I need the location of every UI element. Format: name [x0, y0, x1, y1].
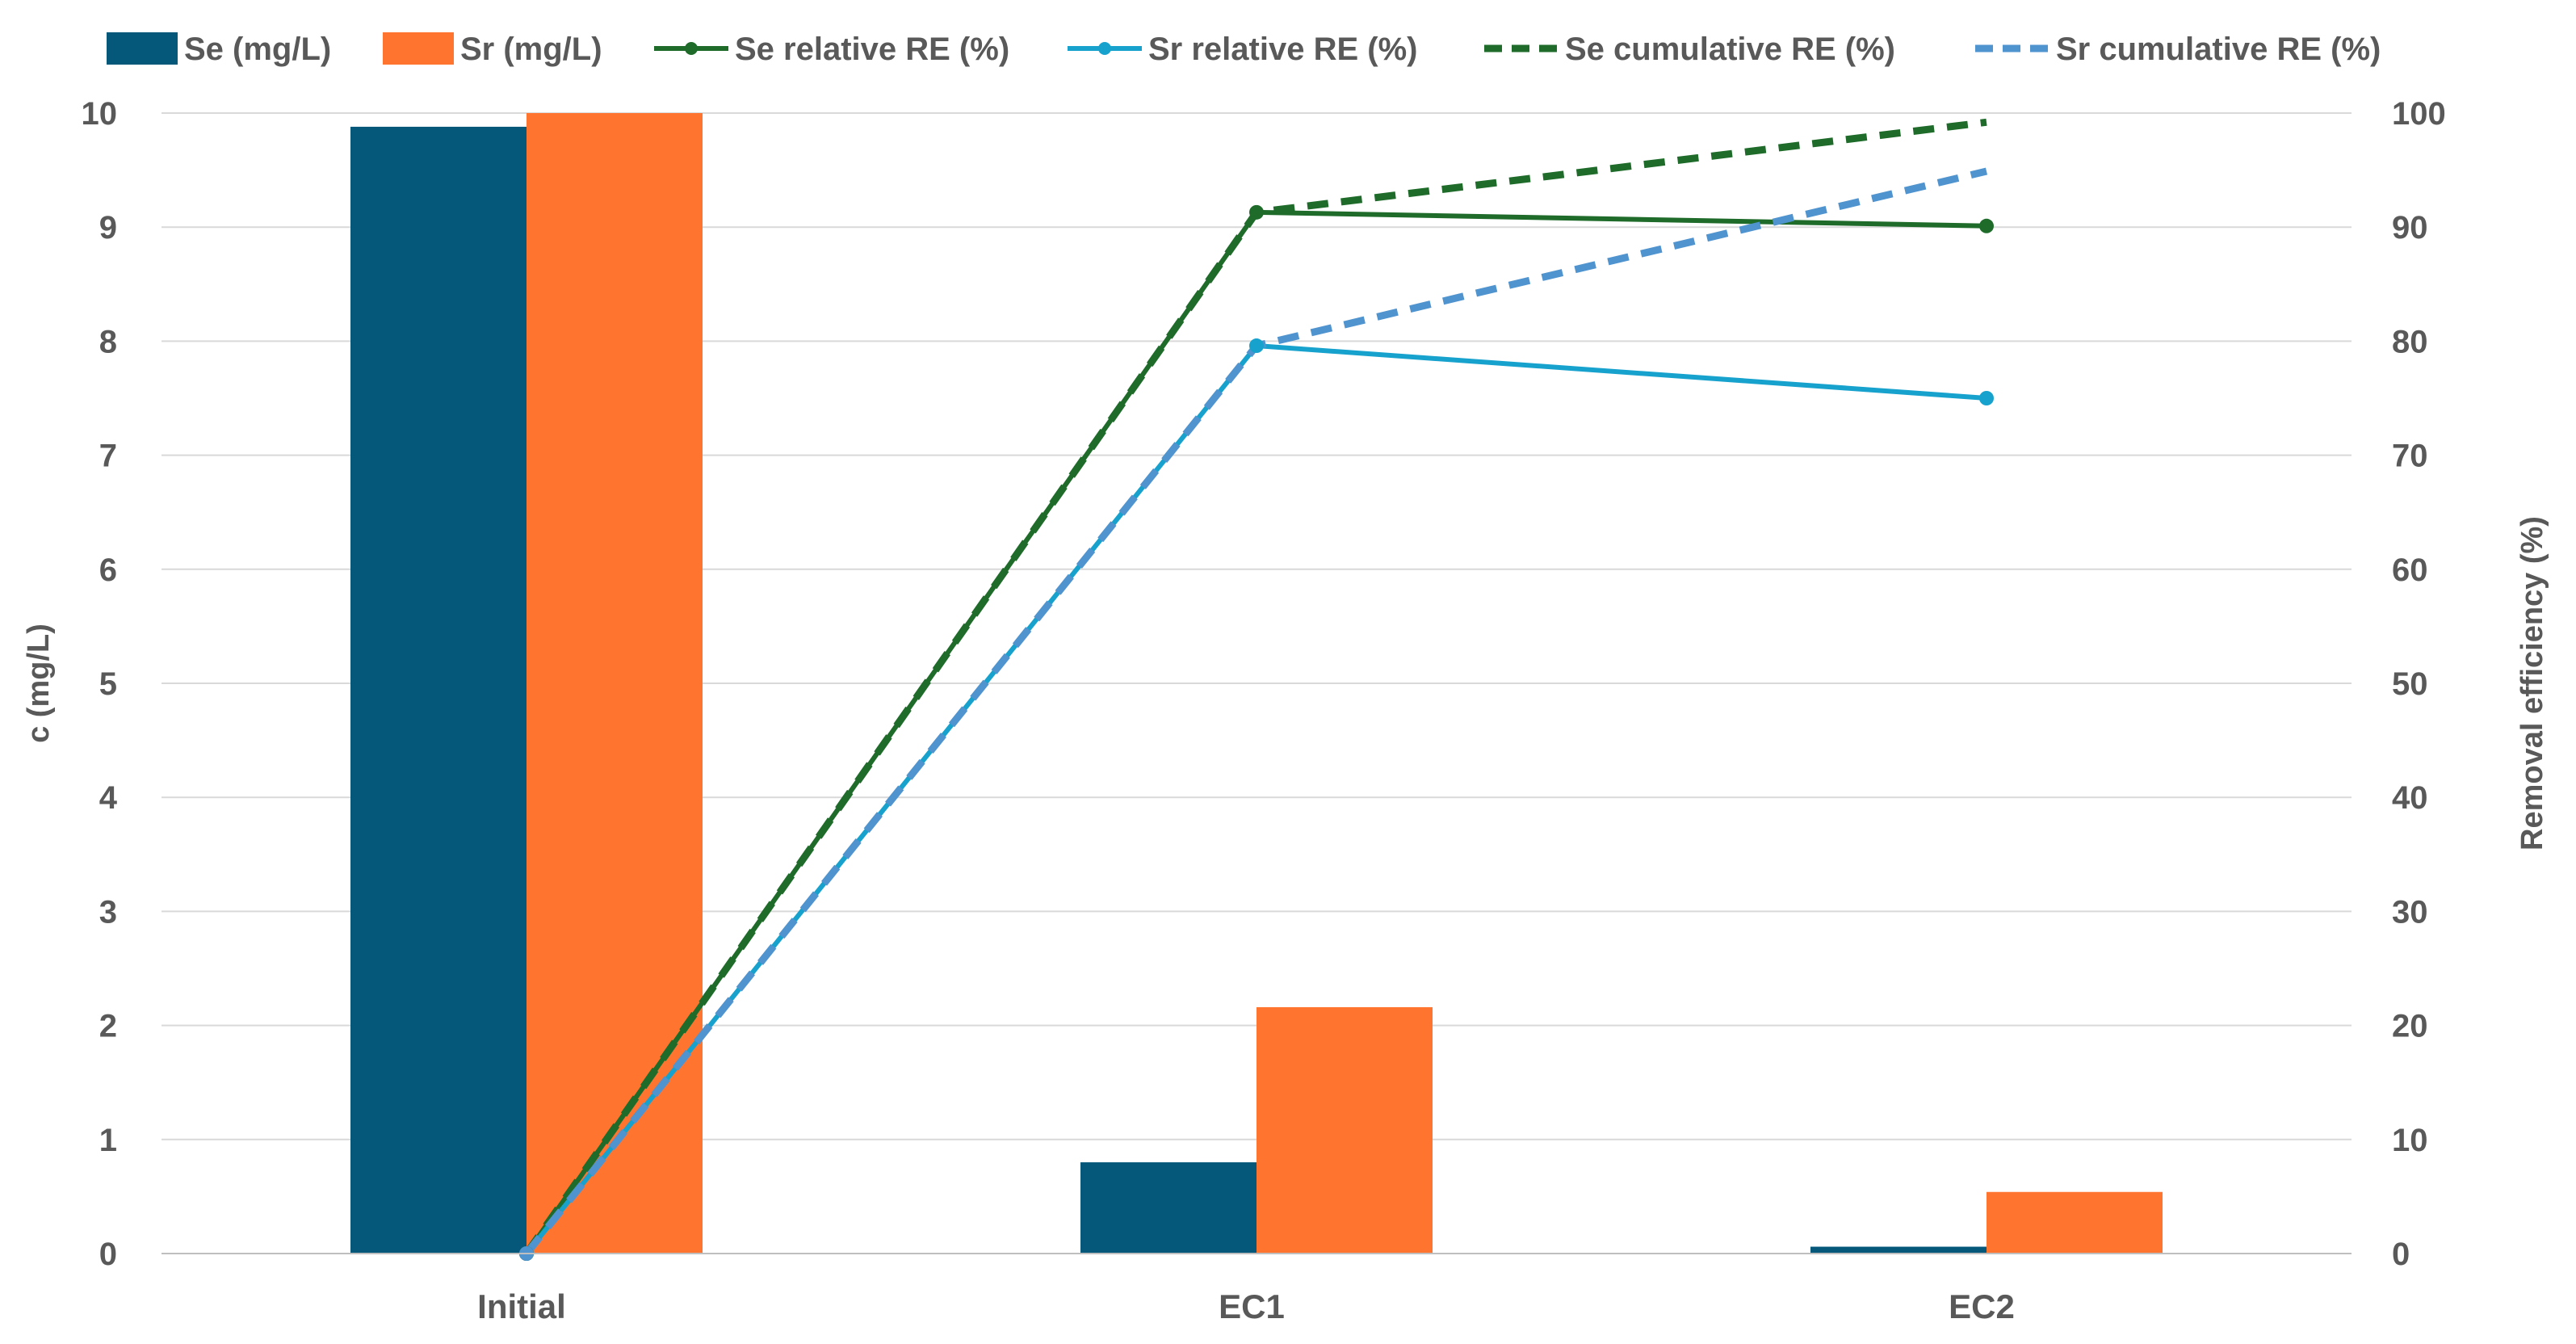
series-point — [1979, 218, 1994, 233]
y-tick-label: 10 — [82, 96, 118, 132]
bar-ec1-se — [1080, 1162, 1257, 1254]
y2-tick-label: 60 — [2392, 552, 2428, 588]
y-tick-label: 3 — [99, 894, 117, 930]
legend-swatch — [107, 32, 178, 65]
legend-label: Se cumulative RE (%) — [1565, 32, 1895, 67]
y-tick-label: 6 — [99, 552, 117, 588]
y-tick-label: 4 — [99, 780, 118, 816]
bars — [350, 113, 2163, 1254]
y-tick-label: 9 — [99, 210, 117, 246]
y2-tick-label: 50 — [2392, 666, 2428, 702]
y2-tick-label: 70 — [2392, 439, 2428, 474]
y-tick-label: 5 — [99, 666, 117, 702]
y2-tick-label: 20 — [2392, 1009, 2428, 1044]
legend-label: Se relative RE (%) — [735, 32, 1009, 67]
axes: 0123456789100102030405060708090100Initia… — [82, 96, 2446, 1325]
y-tick-label: 7 — [99, 439, 117, 474]
y2-tick-label: 90 — [2392, 210, 2428, 246]
y-tick-label: 2 — [99, 1009, 117, 1044]
series-point — [1979, 391, 1994, 405]
legend-label: Sr (mg/L) — [460, 32, 602, 67]
series-point — [1249, 338, 1264, 354]
x-tick-label: Initial — [477, 1287, 566, 1325]
y-tick-label: 1 — [99, 1123, 117, 1158]
legend-label: Se (mg/L) — [184, 32, 331, 67]
series-point — [1249, 204, 1264, 220]
bar-initial-se — [350, 126, 527, 1254]
y-tick-label: 0 — [99, 1237, 117, 1272]
bar-ec1-sr — [1257, 1007, 1433, 1254]
y2-tick-label: 80 — [2392, 324, 2428, 359]
y2-tick-label: 0 — [2392, 1237, 2410, 1272]
legend-swatch — [383, 32, 454, 65]
y2-tick-label: 40 — [2392, 780, 2428, 816]
bar-ec2-se — [1810, 1246, 1987, 1254]
y2-tick-label: 10 — [2392, 1123, 2428, 1158]
legend-label: Sr relative RE (%) — [1148, 32, 1417, 67]
bar-initial-sr — [527, 113, 703, 1254]
y2-axis-title: Removal efficiency (%) — [2515, 516, 2549, 850]
bar-ec2-sr — [1987, 1191, 2163, 1254]
y2-tick-label: 100 — [2392, 96, 2446, 132]
x-tick-label: EC1 — [1219, 1287, 1285, 1325]
legend-marker — [1098, 42, 1111, 55]
legend: Se (mg/L) Sr (mg/L) Se relative RE (%) Sr r… — [107, 32, 2381, 67]
legend-marker — [685, 42, 698, 55]
y-axis-title: c (mg/L) — [22, 624, 56, 743]
y-tick-label: 8 — [99, 324, 117, 359]
lines — [519, 118, 1994, 1261]
y2-tick-label: 30 — [2392, 894, 2428, 930]
x-tick-label: EC2 — [1949, 1287, 2015, 1325]
legend-label: Sr cumulative RE (%) — [2056, 32, 2381, 67]
